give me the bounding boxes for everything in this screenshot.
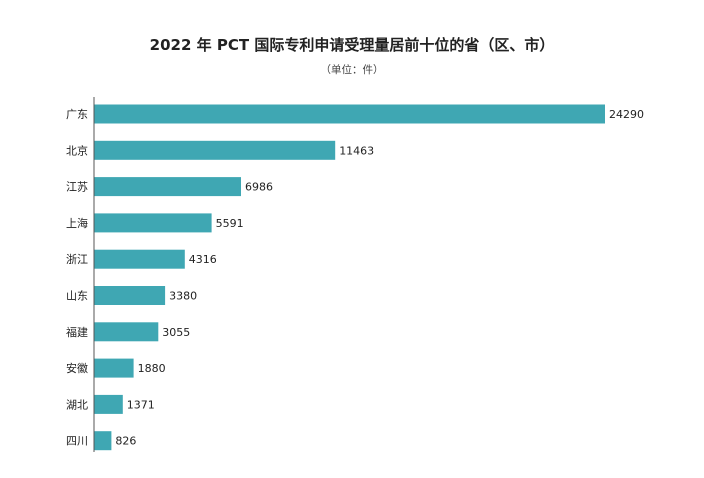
- category-label: 北京: [66, 143, 88, 157]
- bar: [94, 286, 165, 305]
- data-label: 1880: [138, 362, 166, 375]
- data-label: 24290: [609, 108, 644, 121]
- bar: [94, 322, 158, 341]
- category-label: 福建: [66, 325, 88, 339]
- data-label: 4316: [189, 253, 217, 266]
- bar: [94, 141, 335, 160]
- category-label: 上海: [66, 216, 88, 230]
- bar: [94, 177, 241, 196]
- bar: [94, 395, 123, 414]
- category-label: 广东: [66, 108, 88, 121]
- bar: [94, 359, 134, 378]
- data-label: 5591: [216, 217, 244, 230]
- data-label: 11463: [339, 144, 374, 157]
- category-label: 江苏: [66, 181, 88, 194]
- data-label: 6986: [245, 181, 273, 194]
- bar: [94, 105, 605, 124]
- data-label: 3055: [162, 326, 190, 339]
- bar: [94, 213, 212, 232]
- data-label: 3380: [169, 290, 197, 303]
- category-label: 安徽: [66, 361, 88, 375]
- data-label: 826: [115, 435, 136, 448]
- bar: [94, 431, 111, 450]
- bar: [94, 250, 185, 269]
- category-label: 浙江: [66, 253, 88, 266]
- data-label: 1371: [127, 398, 155, 411]
- category-label: 山东: [66, 290, 88, 303]
- category-label: 四川: [66, 435, 88, 448]
- category-label: 湖北: [66, 398, 88, 411]
